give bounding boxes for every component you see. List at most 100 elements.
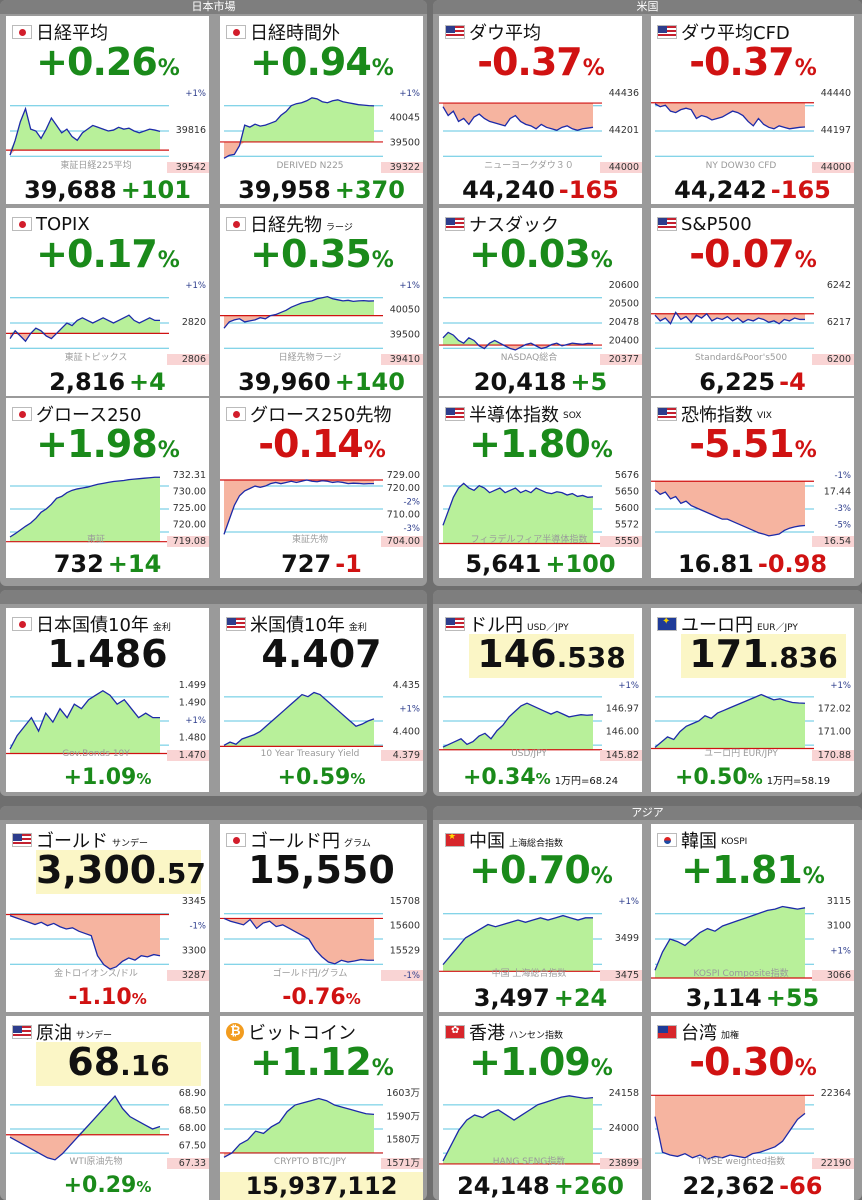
percent-value: +1.12	[250, 1040, 372, 1084]
ticker-card-ust10[interactable]: 米国債10年 金利 4.407 +0.59% 10 Year Treasury Yiel…	[220, 608, 423, 792]
percent-change: -0.37%	[439, 42, 642, 89]
ticker-card-growth250-fut[interactable]: グロース250先物 -0.14% 727 -1 東証先物 729.00 720.00 -2% 7…	[220, 398, 423, 578]
price-line	[442, 1095, 594, 1162]
axis-tick-label: 719.08	[173, 536, 206, 547]
conversion-note: 1万円=58.19	[766, 776, 831, 787]
point-change: -0.98	[757, 550, 828, 578]
price-line	[654, 1112, 806, 1160]
intraday-chart: TWSE weighted指数 22364 22190	[651, 1088, 854, 1169]
percent-unit: %	[794, 56, 817, 81]
percent-value: -0.37	[689, 40, 795, 84]
price-row: 5,641 +100	[439, 550, 642, 578]
last-price: 39,960	[238, 368, 331, 396]
area-below-prev-close	[224, 918, 374, 964]
chart-watermark: USD/JPY	[511, 749, 547, 759]
tick-highlight	[381, 970, 423, 981]
ticker-card-oil[interactable]: 原油 サンデー 68.16 +0.29% WTI原油先物 68.90 68.50 68.00 6…	[6, 1016, 209, 1200]
ticker-card-vix[interactable]: 恐怖指数 VIX -5.51% 16.81 -0.98 -1% 17.44 -3% -5% 16.…	[651, 398, 854, 578]
last-price: 6,225	[699, 368, 776, 396]
section-header: 米国	[433, 0, 862, 14]
axis-tick-label: 3287	[182, 970, 206, 981]
axis-tick-label: 1571万	[386, 1158, 420, 1169]
ticker-card-nikkei[interactable]: 日経平均 +0.26% 39,688 +101 東証日経225平均 +1% 39816 395…	[6, 16, 209, 204]
last-price: 44,242	[674, 176, 767, 204]
percent-change: +1.12%	[220, 1042, 423, 1089]
ticker-card-kospi[interactable]: 韓国 KOSPI +1.81% 3,114 +55 KOSPI Composite指数 31…	[651, 824, 854, 1012]
intraday-chart: Standard&Poor's500 6242 6217 6200	[651, 280, 854, 365]
last-price: 3,114	[685, 984, 762, 1012]
axis-tick-label: 20377	[609, 354, 639, 365]
percent-change: -5.51%	[651, 424, 854, 471]
axis-tick-label: 4.400	[393, 727, 420, 738]
axis-tick-label: 1.480	[179, 733, 206, 744]
axis-tick-label: 39500	[390, 137, 420, 148]
hk-flag-icon	[445, 1025, 465, 1039]
axis-tick-label: +1%	[399, 704, 420, 714]
chart-watermark: TWSE weighted指数	[696, 1155, 785, 1167]
axis-tick-label: +1%	[399, 281, 420, 291]
ticker-card-topix[interactable]: TOPIX +0.17% 2,816 +4 東証トピックス +1% 2820 2806	[6, 208, 209, 396]
ticker-card-btc[interactable]: ビットコイン+1.12% 15,937,112 CRYPTO BTC/JPY 1603…	[220, 1016, 423, 1200]
axis-tick-label: 704.00	[387, 536, 420, 547]
intraday-chart: 金トロイオンス/ドル 3345 -1% 3300 3287	[6, 896, 209, 981]
jp-flag-icon	[226, 407, 246, 421]
card-title: ゴールド円 グラム	[226, 830, 371, 852]
ticker-card-nasdaq[interactable]: ナスダック +0.03% 20,418 +5 NASDAQ総合 20600 20500 204…	[439, 208, 642, 396]
chart-area: NASDAQ総合 20600 20500 20478 20400 20377	[439, 278, 642, 368]
ticker-card-gold[interactable]: ゴールド サンデー 3,300.57 -1.10% 金トロイオンス/ドル 3345 -1% 3…	[6, 824, 209, 1012]
tick-highlight	[812, 750, 854, 761]
value-decimal: .57	[156, 857, 206, 890]
intraday-chart: 中国 上海総合指数 +1% 3499 3475	[439, 897, 642, 981]
price-line	[9, 314, 160, 343]
ticker-card-usdjpy[interactable]: ドル円 USD／JPY 146.538 +0.34% 1万円=68.24 USD/JPY +…	[439, 608, 642, 792]
value-integer: 15,550	[248, 848, 395, 892]
axis-tick-label: 20500	[609, 299, 639, 310]
ticker-card-growth250[interactable]: グロース250 +1.98% 732 +14 東証 732.31 730.00 725.00 7…	[6, 398, 209, 578]
percent-unit: %	[131, 990, 147, 1008]
chart-watermark: HANG SENG指数	[493, 1155, 566, 1167]
point-change: +140	[334, 368, 405, 396]
instrument-subname: 上海総合指数	[509, 838, 564, 849]
percent-unit: %	[794, 1056, 817, 1081]
chart-area: -1% 17.44 -3% -5% 16.54	[651, 468, 854, 550]
price-line	[223, 917, 374, 965]
ticker-card-jgb10[interactable]: 日本国債10年 金利 1.486 +1.09% Gov.Bonds 10Y 1.499 1.…	[6, 608, 209, 792]
instrument-name: 韓国	[681, 831, 717, 852]
ticker-card-sox[interactable]: 半導体指数 SOX +1.80% 5,641 +100 フィラデルフィア半導体指数 5676…	[439, 398, 642, 578]
percent-value: +0.70	[469, 848, 591, 892]
instrument-name: ユーロ円	[681, 615, 753, 636]
axis-tick-label: 6242	[827, 280, 851, 291]
ticker-card-gold-jpy[interactable]: ゴールド円 グラム 15,550 -0.76% ゴールド円/グラム 15708 15600 1…	[220, 824, 423, 1012]
last-price: 16.81	[677, 550, 754, 578]
axis-tick-label: 3300	[182, 945, 206, 956]
ticker-card-taiwan[interactable]: 台湾 加権 -0.30% 22,362 -66 TWSE weighted指数 22364 2…	[651, 1016, 854, 1200]
card-title: グロース250先物	[226, 404, 391, 426]
instrument-name: ナスダック	[469, 215, 559, 236]
axis-tick-label: 1590万	[386, 1111, 420, 1122]
area-below-prev-close	[655, 1095, 805, 1160]
percent-value: +0.17	[36, 232, 158, 276]
percent-unit: %	[350, 770, 366, 788]
ticker-card-nikkei-fut[interactable]: 日経先物 ラージ +0.35% 39,960 +140 日経先物ラージ +1% 40050 39…	[220, 208, 423, 396]
instrument-subname: ラージ	[326, 222, 353, 233]
chart-watermark: NASDAQ総合	[501, 351, 557, 363]
value-integer: 1.486	[47, 632, 168, 676]
tick-highlight	[600, 1158, 642, 1169]
chart-area: ユーロ円 EUR/JPY +1% 172.02 171.00 170.88	[651, 678, 854, 764]
chart-area: CRYPTO BTC/JPY 1603万 1590万 1580万 1571万	[220, 1086, 423, 1172]
ticker-card-dow-cfd[interactable]: ダウ平均CFD -0.37% 44,242 -165 NY DOW30 CFD 44440…	[651, 16, 854, 204]
ticker-card-nikkei-ext[interactable]: 日経時間外 +0.94% 39,958 +370 DERIVED N225 +1% 4004…	[220, 16, 423, 204]
ticker-card-dow[interactable]: ダウ平均 -0.37% 44,240 -165 ニューヨークダウ３０ 44436 44201…	[439, 16, 642, 204]
ticker-card-sp500[interactable]: S&P500 -0.07% 6,225 -4 Standard&Poor's500 624…	[651, 208, 854, 396]
card-title: 日経先物 ラージ	[226, 214, 353, 236]
chart-watermark: DERIVED N225	[276, 161, 343, 171]
axis-tick-label: 1580万	[386, 1135, 420, 1146]
kr-flag-icon	[657, 833, 677, 847]
axis-tick-label: 171.00	[818, 727, 851, 738]
percent-change: +0.70%	[439, 850, 642, 897]
percent-change: +0.35%	[220, 234, 423, 281]
